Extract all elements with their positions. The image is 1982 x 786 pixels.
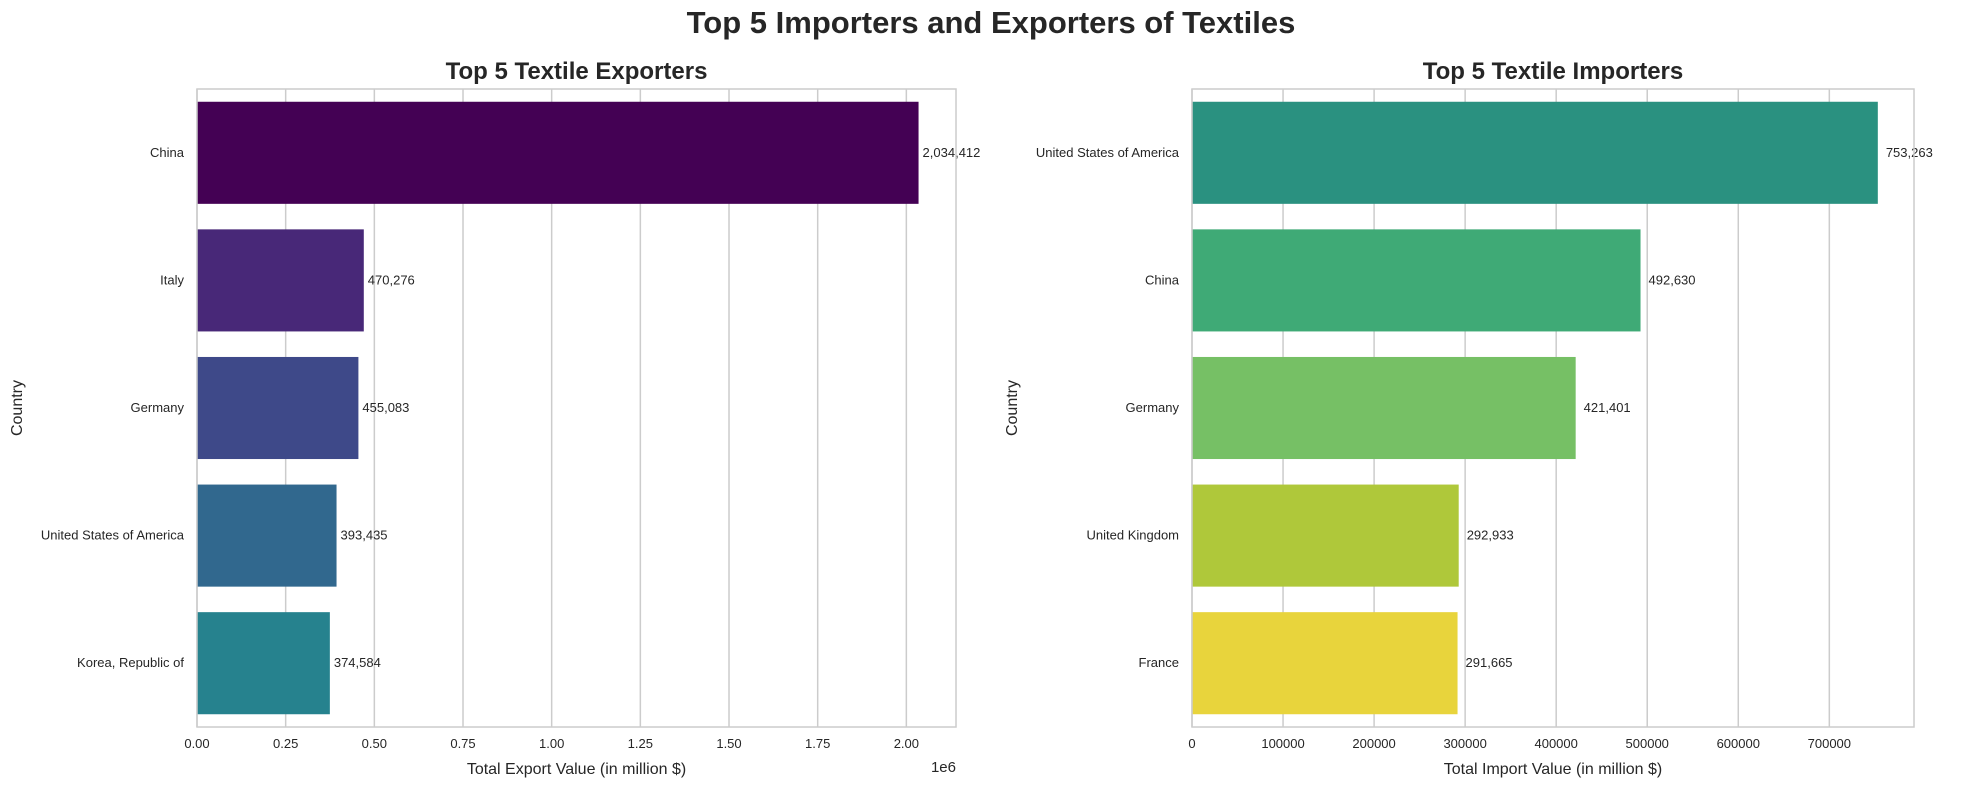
x-tick-label: 400000 — [1534, 736, 1577, 751]
bar — [1192, 229, 1641, 332]
x-tick-label: 0.25 — [273, 736, 298, 751]
axis-offset-text: 1e6 — [931, 759, 956, 776]
y-tick-label: Italy — [160, 272, 184, 287]
bar — [1192, 484, 1459, 587]
chart-title: Top 5 Textile Exporters — [446, 58, 708, 85]
bar — [1192, 356, 1576, 460]
y-tick-label: Korea, Republic of — [77, 655, 184, 670]
x-tick-label: 2.00 — [894, 736, 919, 751]
y-axis-label: Country — [9, 380, 26, 436]
bar — [1192, 101, 1878, 204]
x-tick-label: 1.25 — [628, 736, 653, 751]
y-tick-label: United States of America — [1036, 145, 1180, 160]
importers-panel: Top 5 Textile Importers 0 100000 200000 3000… — [1004, 58, 1933, 778]
bar — [1192, 612, 1458, 715]
x-tick-label: 1.00 — [539, 736, 564, 751]
plot-frame — [1191, 88, 1915, 728]
x-tick-label: 0.00 — [184, 736, 209, 751]
x-tick-label: 0 — [1188, 736, 1195, 751]
x-tick-label: 100000 — [1261, 736, 1304, 751]
x-tick-label: 1.75 — [805, 736, 830, 751]
bar-value-label: 455,083 — [362, 400, 409, 415]
bar — [197, 484, 337, 587]
plot-frame — [196, 88, 957, 728]
bar-value-label: 753,263 — [1886, 145, 1933, 160]
bar-value-label: 492,630 — [1649, 272, 1696, 287]
y-tick-label: China — [150, 145, 185, 160]
bar — [197, 101, 919, 204]
y-tick-label: United States of America — [41, 528, 185, 543]
y-axis-label: Country — [1004, 380, 1021, 436]
x-tick-label: 600000 — [1717, 736, 1760, 751]
bar-value-label: 393,435 — [341, 528, 388, 543]
y-tick-label: China — [1145, 272, 1180, 287]
bar — [197, 612, 330, 715]
bar-value-label: 421,401 — [1584, 400, 1631, 415]
x-tick-label: 1.50 — [716, 736, 741, 751]
x-axis-label: Total Import Value (in million $) — [1444, 761, 1662, 778]
exporters-panel: Top 5 Textile Exporters 0.00 0.25 0.50 0.75 1… — [9, 58, 980, 778]
bar — [197, 356, 359, 460]
x-tick-label: 700000 — [1808, 736, 1851, 751]
bar-value-label: 2,034,412 — [923, 145, 981, 160]
bar-value-label: 374,584 — [334, 655, 381, 670]
x-tick-label: 200000 — [1352, 736, 1395, 751]
bar — [197, 229, 364, 332]
y-tick-label: Germany — [1126, 400, 1180, 415]
y-tick-label: United Kingdom — [1087, 528, 1180, 543]
x-tick-label: 500000 — [1626, 736, 1669, 751]
chart-title: Top 5 Textile Importers — [1423, 58, 1684, 85]
y-tick-label: France — [1139, 655, 1179, 670]
x-tick-label: 0.75 — [450, 736, 475, 751]
bar-value-label: 292,933 — [1467, 528, 1514, 543]
x-axis-label: Total Export Value (in million $) — [467, 761, 686, 778]
x-tick-label: 0.50 — [362, 736, 387, 751]
y-tick-label: Germany — [131, 400, 185, 415]
x-tick-label: 300000 — [1443, 736, 1486, 751]
figure-suptitle: Top 5 Importers and Exporters of Textile… — [687, 5, 1296, 40]
bar-value-label: 470,276 — [368, 272, 415, 287]
bar-value-label: 291,665 — [1466, 655, 1513, 670]
